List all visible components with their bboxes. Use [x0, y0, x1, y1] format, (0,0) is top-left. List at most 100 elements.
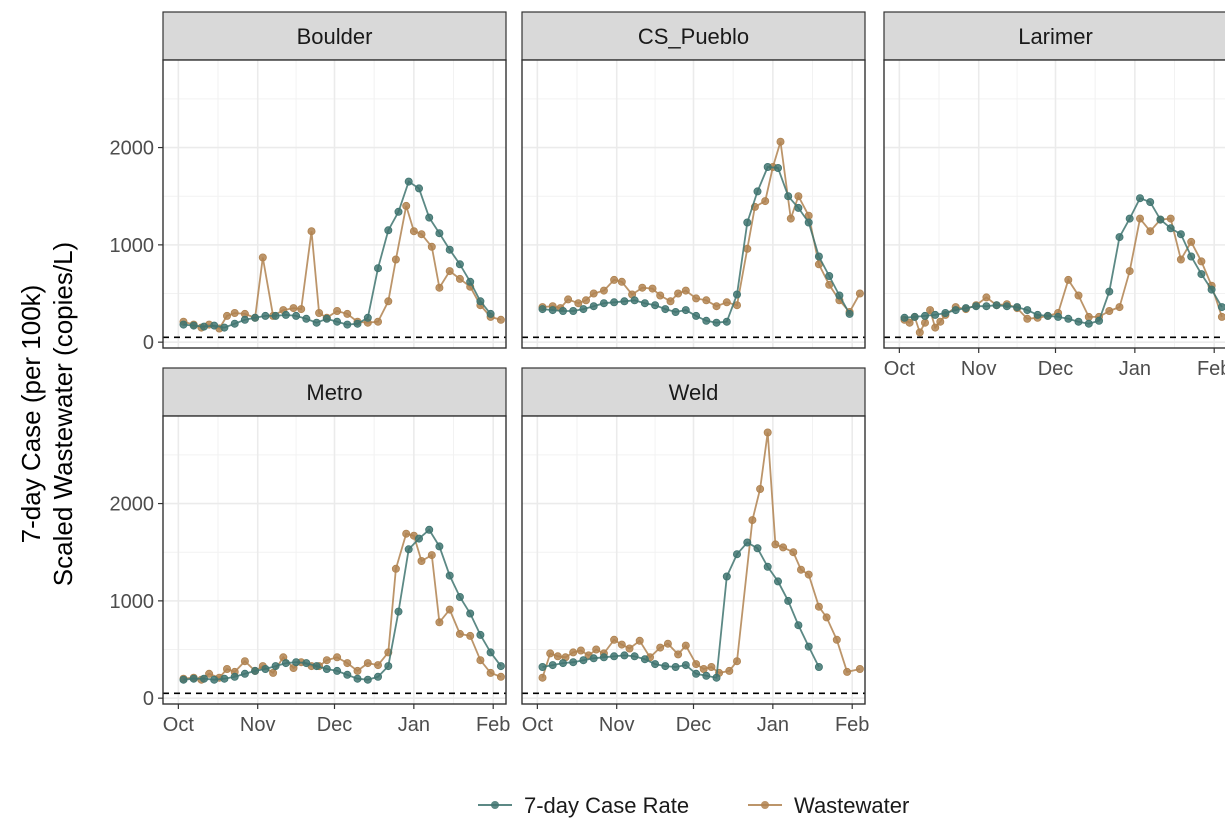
point-case-rate [763, 562, 772, 571]
point-wastewater [681, 286, 690, 295]
point-wastewater [592, 645, 601, 654]
point-wastewater [402, 201, 411, 210]
point-case-rate [681, 306, 690, 315]
point-wastewater [1125, 267, 1134, 276]
facet-strip-label: Metro [306, 380, 362, 405]
point-case-rate [373, 672, 382, 681]
point-case-rate [630, 652, 639, 661]
point-case-rate [804, 642, 813, 651]
point-case-rate [1197, 270, 1206, 279]
point-case-rate [425, 525, 434, 534]
facet-metro: Metro 0 1000 2000 Oct Nov Dec Jan Feb [110, 367, 510, 736]
point-wastewater [692, 294, 701, 303]
point-wastewater [1217, 312, 1225, 321]
point-case-rate [476, 297, 485, 306]
point-case-rate [702, 316, 711, 325]
point-case-rate [322, 665, 331, 674]
point-wastewater [707, 663, 716, 672]
point-wastewater [692, 660, 701, 669]
point-wastewater [855, 289, 864, 298]
point-case-rate [199, 674, 208, 683]
point-case-rate [199, 322, 208, 331]
point-case-rate [312, 662, 321, 671]
series-line-case-rate [542, 541, 820, 679]
panel-border [162, 59, 507, 349]
y-axis-label-line1: 7-day Case (per 100k) [16, 285, 46, 544]
point-case-rate [1136, 194, 1145, 203]
point-case-rate [651, 301, 660, 310]
point-wastewater [822, 613, 831, 622]
point-case-rate [774, 577, 783, 586]
series-case-rate [538, 162, 854, 327]
point-case-rate [814, 252, 823, 261]
point-wastewater [222, 311, 231, 320]
point-wastewater [748, 516, 757, 525]
point-wastewater [435, 283, 444, 292]
facet-strip-label: Weld [669, 380, 719, 405]
point-wastewater [538, 673, 547, 682]
point-case-rate [712, 673, 721, 682]
point-case-rate [900, 313, 909, 322]
point-wastewater [1166, 214, 1175, 223]
point-case-rate [599, 299, 608, 308]
point-case-rate [620, 297, 629, 306]
gridlines [522, 416, 865, 704]
point-wastewater [427, 242, 436, 251]
point-case-rate [189, 321, 198, 330]
point-case-rate [692, 311, 701, 320]
point-wastewater [496, 315, 505, 324]
point-case-rate [538, 305, 547, 314]
point-case-rate [435, 542, 444, 551]
point-case-rate [681, 661, 690, 670]
point-case-rate [373, 264, 382, 273]
point-case-rate [1074, 317, 1083, 326]
x-tick-label: Jan [398, 714, 430, 736]
point-case-rate [281, 310, 290, 319]
point-wastewater [417, 230, 426, 239]
point-wastewater [230, 308, 239, 317]
point-wastewater [674, 650, 683, 659]
point-wastewater [936, 317, 945, 326]
point-wastewater [307, 227, 316, 236]
point-case-rate [1043, 311, 1052, 320]
point-case-rate [363, 313, 372, 322]
point-wastewater [733, 657, 742, 666]
point-case-rate [333, 317, 342, 326]
point-wastewater [756, 484, 765, 493]
point-wastewater [297, 305, 306, 314]
point-case-rate [548, 661, 557, 670]
series-case-rate [179, 525, 505, 684]
point-case-rate [240, 669, 249, 678]
point-case-rate [333, 666, 342, 675]
point-wastewater [789, 548, 798, 557]
point-case-rate [722, 572, 731, 581]
point-case-rate [692, 669, 701, 678]
point-case-rate [1166, 224, 1175, 233]
point-case-rate [961, 304, 970, 313]
point-wastewater [656, 291, 665, 300]
point-case-rate [455, 260, 464, 269]
point-wastewater [681, 641, 690, 650]
point-case-rate [384, 662, 393, 671]
point-wastewater [455, 629, 464, 638]
point-case-rate [261, 311, 270, 320]
point-wastewater [814, 602, 823, 611]
facet-boulder: Boulder 0 1000 2000 [110, 11, 507, 354]
facet-strip [883, 11, 1225, 61]
point-case-rate [579, 656, 588, 665]
point-wastewater [794, 192, 803, 201]
x-tick-label: Dec [676, 714, 712, 736]
point-wastewater [343, 309, 352, 318]
point-case-rate [733, 290, 742, 299]
point-wastewater [315, 308, 324, 317]
panel-border [521, 59, 866, 349]
point-case-rate [1156, 215, 1165, 224]
point-case-rate [486, 309, 495, 318]
point-case-rate [951, 306, 960, 315]
point-wastewater [771, 540, 780, 549]
point-wastewater [905, 318, 914, 327]
point-wastewater [931, 323, 940, 332]
point-case-rate [1207, 285, 1216, 294]
point-case-rate [743, 218, 752, 227]
point-case-rate [292, 658, 301, 667]
